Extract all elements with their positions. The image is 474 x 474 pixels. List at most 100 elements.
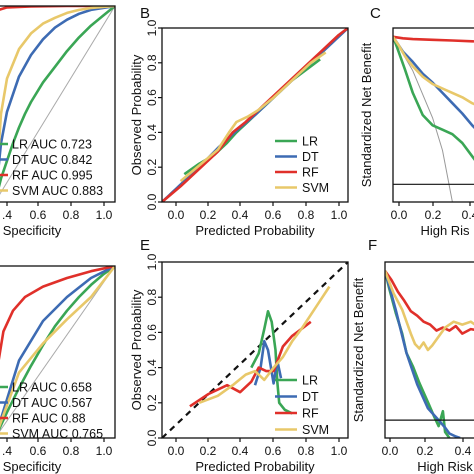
legend-label-svm: SVM AUC 0.883 xyxy=(12,184,103,198)
legend: LR DT RF SVM xyxy=(275,374,329,437)
y-tick-label: 1.0 xyxy=(145,253,159,270)
y-tick-label: 0.2 xyxy=(145,394,159,411)
legend-label-lr: LR xyxy=(302,135,318,149)
plot-frame xyxy=(384,261,474,439)
x-tick-label: 0.0 xyxy=(168,208,185,222)
series-line-lr xyxy=(250,310,293,415)
y-tick-label: 0.8 xyxy=(145,289,159,306)
x-axis-label: Predicted Probability xyxy=(195,223,315,238)
plot-area-d xyxy=(0,266,115,432)
series-line-svm xyxy=(198,285,331,405)
legend-label-rf: RF AUC 0.995 xyxy=(12,169,93,183)
x-tick-label: 0.2 xyxy=(200,208,217,222)
legend-label-rf: RF xyxy=(302,166,319,180)
plot-frame xyxy=(0,265,116,439)
series-line-rf xyxy=(189,320,312,408)
x-tick-label: 0.0 xyxy=(168,444,185,458)
plot-area-a xyxy=(0,6,115,195)
x-axis-label: Specificity xyxy=(3,459,62,474)
y-tick-label: 0.4 xyxy=(145,359,159,376)
plot-area-f xyxy=(385,270,474,438)
x-tick-label: 1.0 xyxy=(96,444,113,458)
plot-area-e xyxy=(162,262,348,438)
x-tick-label: 0.0 xyxy=(391,208,408,222)
y-tick-label: 0.2 xyxy=(145,159,159,176)
x-axis-label: High Ris xyxy=(420,223,470,238)
x-tick-label: 0.4 xyxy=(232,208,249,222)
y-axis-label: Observed Probability xyxy=(129,289,144,410)
series-line-rf xyxy=(393,35,474,43)
y-tick-label: 0.6 xyxy=(145,324,159,341)
legend-label-lr: LR AUC 0.723 xyxy=(12,138,92,152)
reference-line xyxy=(0,6,115,195)
x-tick-label: 0.6 xyxy=(265,208,282,222)
x-tick-label: 0.8 xyxy=(63,208,80,222)
x-tick-label: 0.8 xyxy=(63,444,80,458)
panel-letter-f: F xyxy=(368,237,377,254)
x-tick-label: 0.8 xyxy=(298,444,315,458)
x-tick-label: 1.0 xyxy=(331,208,348,222)
x-axis-label: High Risk xyxy=(417,459,473,474)
series-line-rf xyxy=(385,270,474,335)
reference-line xyxy=(0,266,115,432)
x-axis-label: Predicted Probability xyxy=(195,459,315,474)
series-line-dt xyxy=(0,6,115,166)
x-tick-label: 1.0 xyxy=(96,208,113,222)
y-tick-label: 0.4 xyxy=(145,124,159,141)
legend-label-rf: RF AUC 0.88 xyxy=(12,412,86,426)
x-tick-label: 0.2 xyxy=(200,444,217,458)
plot-area-c xyxy=(393,35,474,202)
series-line-svm xyxy=(0,6,115,148)
plot-frame xyxy=(392,27,474,203)
series-line-rf xyxy=(162,28,348,202)
x-tick-label: 0.2 xyxy=(425,208,442,222)
legend-label-svm: SVM xyxy=(302,181,329,195)
legend-label-lr: LR AUC 0.658 xyxy=(12,381,92,395)
series-line-lr xyxy=(0,6,115,188)
plot-frame xyxy=(161,261,349,439)
series-line-svm xyxy=(385,270,474,352)
x-tick-label: 0.4 xyxy=(232,444,249,458)
series-line-dt xyxy=(0,266,115,427)
series-line-svm xyxy=(0,266,115,429)
x-tick-label: .4 xyxy=(2,208,12,222)
x-tick-label: 0.8 xyxy=(298,208,315,222)
legend-label-lr: LR xyxy=(302,374,318,388)
panel-b: B 0.0 0.2 0.4 0.6 0.8 1.0 0.0 0.2 0.4 0.6 0.8 1.0 Pre… xyxy=(129,5,349,238)
x-tick-label: 1.0 xyxy=(331,444,348,458)
panel-e: E 0.0 0.2 0.4 0.6 0.8 1.0 0.0 0.2 0.4 0.6 0.8 1.0 Pre… xyxy=(129,237,349,474)
x-tick-label: 0.6 xyxy=(30,208,47,222)
x-axis-label: Specificity xyxy=(3,223,62,238)
plot-frame xyxy=(161,27,349,203)
y-tick-label: 0.6 xyxy=(145,89,159,106)
series-line-dt xyxy=(385,270,461,438)
y-tick-label: 0.0 xyxy=(145,193,159,210)
legend-label-rf: RF xyxy=(302,407,319,421)
x-tick-label: 0.6 xyxy=(265,444,282,458)
series-line-lr xyxy=(0,266,115,431)
y-axis-label: Standardized Net Benefit xyxy=(351,277,366,422)
legend-label-svm: SVM xyxy=(302,423,329,437)
series-line-rf xyxy=(0,266,115,361)
x-tick-label: 0.0 xyxy=(382,444,399,458)
legend-label-dt: DT AUC 0.567 xyxy=(12,396,92,410)
perfect-calibration-line xyxy=(162,262,348,438)
x-tick-label: 0.4 xyxy=(455,444,472,458)
y-tick-label: 1.0 xyxy=(145,19,159,36)
legend-label-dt: DT xyxy=(302,150,319,164)
y-tick-label: 0.8 xyxy=(145,54,159,71)
plot-area-b xyxy=(162,28,348,202)
panel-letter-c: C xyxy=(370,5,381,22)
plot-frame xyxy=(0,5,116,203)
panel-letter-e: E xyxy=(140,237,150,254)
x-tick-label: .4 xyxy=(2,444,12,458)
legend-label-dt: DT xyxy=(302,390,319,404)
x-tick-label: 0.2 xyxy=(417,444,434,458)
